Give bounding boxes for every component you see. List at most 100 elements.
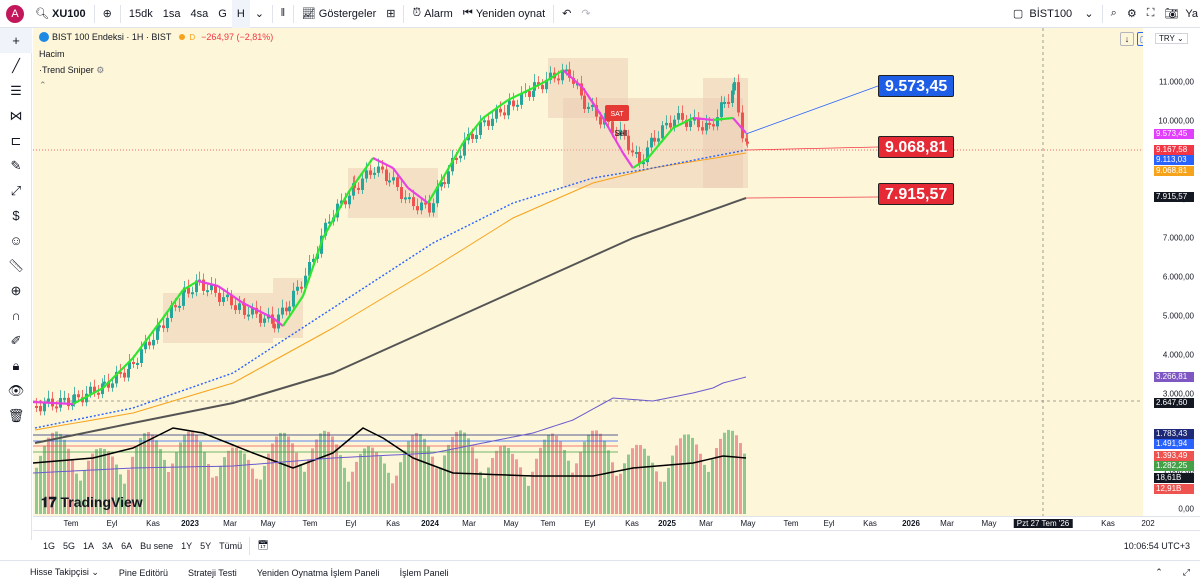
candle-body	[627, 135, 630, 151]
range-6a[interactable]: 6A	[121, 540, 133, 551]
eye-icon: 👁︎	[7, 382, 25, 398]
candle-body	[712, 124, 715, 127]
snapshot-button[interactable]: 📷︎	[1159, 0, 1183, 28]
divider	[1101, 4, 1103, 23]
watermark-text: TradingView	[60, 494, 143, 510]
trend-sniper-segment	[347, 188, 352, 194]
lock-tool[interactable]: 🔒︎	[0, 353, 32, 378]
tab-islem-paneli[interactable]: İşlem Paneli	[399, 567, 449, 578]
range-1g[interactable]: 1G	[43, 540, 56, 551]
tab-replay-panel[interactable]: Yeniden Oynatma İşlem Paneli	[256, 567, 380, 578]
volume-bar	[595, 430, 598, 514]
volume-bar	[647, 455, 650, 514]
range-3a[interactable]: 3A	[102, 540, 114, 551]
trend-sniper-segment	[632, 165, 637, 169]
range-1a[interactable]: 1A	[83, 540, 95, 551]
zoom-icon: ⌕	[1110, 7, 1117, 19]
time-tick-label: Eyl	[584, 519, 596, 528]
undo-button[interactable]: ↶	[557, 0, 576, 28]
volume-bar	[719, 438, 722, 514]
legend-collapse-icon[interactable]: ⌃	[39, 80, 47, 90]
tab-label: Hisse Takipçisi	[30, 567, 89, 577]
templates-button[interactable]: ⊞	[381, 0, 400, 28]
candle-body	[528, 91, 531, 97]
trend-sniper-segment	[577, 82, 582, 88]
trend-sniper-segment	[482, 114, 487, 119]
trend-sniper-segment	[580, 85, 584, 89]
trend-sniper-segment	[165, 308, 170, 315]
fullscreen-button[interactable]: ⛶	[1142, 0, 1160, 28]
forecast-tool[interactable]: ⤢	[0, 178, 32, 203]
trend-sniper-segment	[212, 283, 217, 287]
symbol-search[interactable]: 🔍︎ XU100	[30, 0, 91, 28]
fib-tool[interactable]: ☰	[0, 78, 32, 103]
projection-tool[interactable]: ⊏	[0, 128, 32, 153]
indicators-button[interactable]: 📈︎ Göstergeler	[297, 0, 382, 28]
trend-sniper-segment	[404, 183, 409, 189]
trend-sniper-segment	[242, 302, 247, 306]
magnet-tool[interactable]: ∩	[0, 303, 32, 328]
interval-g[interactable]: G	[218, 7, 227, 20]
range-5y[interactable]: 5Y	[200, 540, 212, 551]
interval-1sa[interactable]: 1sa	[162, 7, 181, 20]
candle-body	[428, 202, 431, 213]
text-tool[interactable]: $	[0, 203, 32, 228]
goto-date-button[interactable]: 📅︎	[253, 540, 272, 551]
settings-button[interactable]: ⚙	[1122, 0, 1142, 28]
candle-body	[741, 112, 744, 139]
volume-bar	[743, 453, 746, 514]
chart-pane[interactable]: SAT Sell BIST 100 Endeksi · 1H · BIST D …	[33, 28, 1143, 516]
tab-pine-editoru[interactable]: Pine Editörü	[118, 567, 168, 578]
clock[interactable]: 10:06:54 UTC+3	[1123, 540, 1190, 551]
interval-dropdown[interactable]: ⌄	[250, 0, 269, 28]
ruler-icon: 📏︎	[7, 257, 25, 273]
price-axis-label: 2.647,60	[1154, 398, 1194, 408]
alarm-button[interactable]: ⏰︎ Alarm	[407, 0, 457, 28]
user-avatar[interactable]: A	[6, 4, 24, 23]
range-bu-sene[interactable]: Bu sene	[140, 540, 174, 551]
chart-type-button[interactable]: 𝍪	[276, 0, 290, 28]
tab-hisse-takipcisi[interactable]: Hisse Takipçisi ⌄	[20, 567, 109, 578]
redo-button[interactable]: ↷	[576, 0, 595, 28]
candle-body	[516, 104, 519, 107]
volume-bar	[59, 433, 62, 514]
hide-tool[interactable]: 👁︎	[0, 378, 32, 403]
candle-body	[296, 286, 299, 291]
interval-h[interactable]: H	[231, 0, 250, 28]
layout-selector[interactable]: ▢ BİST100 ⌄	[1008, 0, 1099, 28]
publish-button[interactable]: Ya	[1185, 7, 1198, 20]
range-5g[interactable]: 5G	[63, 540, 76, 551]
volume-bar	[303, 471, 306, 514]
scale-mode-button[interactable]: ↓	[1120, 32, 1134, 46]
interval-4sa[interactable]: 4sa	[190, 7, 209, 20]
trend-sniper-segment	[362, 167, 367, 173]
crosshair-tool[interactable]: +	[0, 28, 32, 53]
auto-scale-button[interactable]: ▢	[1137, 32, 1143, 46]
compare-button[interactable]: ⊕	[98, 0, 117, 28]
trend-sniper-segment	[147, 333, 152, 339]
volume-bar	[163, 459, 166, 514]
time-axis[interactable]: Tem Eyl Kas 2023 Mar May Tem Eyl Kas 2024 Mar May Te…	[33, 516, 1200, 530]
quick-search-button[interactable]: ⌕	[1106, 0, 1122, 28]
delete-tool[interactable]: 🗑︎	[0, 403, 32, 428]
ruler-tool[interactable]: 📏︎	[0, 253, 32, 278]
currency-selector[interactable]: TRY ⌄	[1155, 33, 1188, 44]
keep-drawing-tool[interactable]: ✐	[0, 328, 32, 353]
range-1y[interactable]: 1Y	[181, 540, 193, 551]
replay-button[interactable]: ⏮ Yeniden oynat	[458, 0, 550, 28]
collapse-panel-button[interactable]: ⌃	[1145, 567, 1173, 578]
emoji-tool[interactable]: ☺	[0, 228, 32, 253]
volume-bar	[399, 462, 402, 514]
brush-tool[interactable]: ✎	[0, 153, 32, 178]
interval-15dk[interactable]: 15dk	[128, 7, 153, 20]
maximize-panel-button[interactable]: ⤢	[1173, 567, 1200, 578]
pattern-tool[interactable]: ⋈	[0, 103, 32, 128]
range-tumu[interactable]: Tümü	[219, 540, 243, 551]
trendline-tool[interactable]: ╱	[0, 53, 32, 78]
volume-bar	[523, 477, 526, 514]
time-tick-label: Eyl	[345, 519, 357, 528]
tab-strateji-testi[interactable]: Strateji Testi	[187, 567, 237, 578]
candle-body	[55, 406, 58, 409]
candle-body	[459, 155, 462, 159]
zoom-in-tool[interactable]: ⊕	[0, 278, 32, 303]
